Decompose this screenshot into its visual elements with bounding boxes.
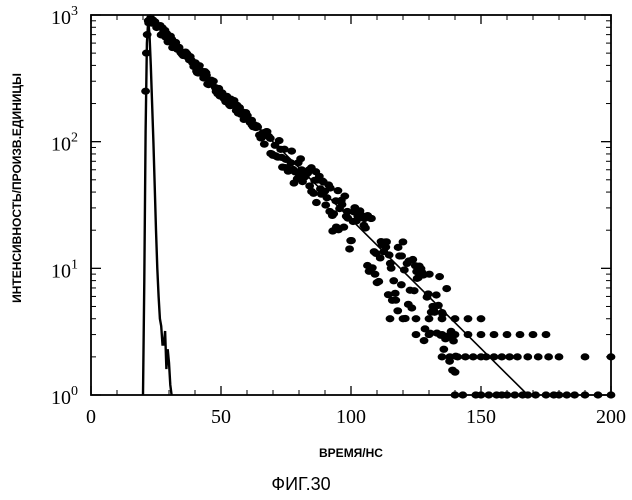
data-point	[581, 353, 590, 360]
data-points	[141, 14, 615, 398]
data-point	[287, 148, 296, 155]
figure-caption: ФИГ.30	[271, 474, 330, 494]
data-point	[296, 155, 305, 162]
data-point	[309, 190, 318, 197]
data-point	[555, 353, 564, 360]
data-point	[516, 331, 525, 338]
data-point	[397, 252, 406, 259]
data-point	[347, 237, 356, 244]
data-point	[407, 304, 416, 311]
data-point	[477, 331, 486, 338]
fit-line	[148, 18, 528, 395]
data-point	[461, 353, 470, 360]
data-point	[408, 256, 417, 263]
data-point	[399, 238, 408, 245]
x-axis-label: ВРЕМЯ/НС	[319, 446, 383, 460]
instrument-response-curve	[143, 21, 172, 395]
data-point	[399, 315, 408, 322]
data-point	[449, 337, 458, 344]
data-point	[412, 331, 421, 338]
x-tick-label: 50	[211, 406, 231, 428]
data-point	[439, 346, 448, 353]
y-tick-base: 10	[51, 260, 71, 282]
x-tick-label: 150	[466, 406, 496, 428]
y-axis-label: ИНТЕНСИВНОСТЬ/ПРОИЗВ.ЕДИНИЦЫ	[10, 73, 24, 303]
data-point	[345, 245, 354, 252]
data-point	[391, 297, 400, 304]
data-point	[464, 315, 473, 322]
data-point	[410, 287, 419, 294]
data-point	[425, 331, 434, 338]
y-tick-exponent: 1	[71, 257, 78, 272]
y-tick-exponent: 2	[71, 131, 78, 146]
y-tick-label: 101	[51, 257, 78, 282]
data-point	[334, 187, 343, 194]
data-point	[376, 254, 385, 261]
x-tick-label: 100	[336, 406, 366, 428]
data-point	[391, 290, 400, 297]
data-point	[442, 285, 451, 292]
data-point	[425, 271, 434, 278]
data-point	[438, 353, 447, 360]
y-tick-exponent: 0	[71, 384, 78, 399]
x-tick-label: 200	[596, 406, 626, 428]
data-point	[368, 264, 377, 271]
data-point	[275, 137, 284, 144]
data-point	[339, 224, 348, 231]
data-point	[438, 331, 447, 338]
data-point	[312, 199, 321, 206]
data-point	[469, 353, 478, 360]
data-point	[451, 331, 460, 338]
data-point	[453, 353, 462, 360]
y-tick-label: 100	[51, 384, 78, 409]
data-point	[382, 238, 391, 245]
data-point	[438, 315, 447, 322]
data-point	[544, 353, 553, 360]
y-tick-base: 10	[51, 387, 71, 409]
data-point	[513, 353, 522, 360]
data-point	[542, 331, 551, 338]
x-tick-label: 0	[86, 406, 96, 428]
data-point	[393, 307, 402, 314]
y-tick-labels: 100101102103	[51, 4, 78, 409]
data-point	[497, 353, 506, 360]
y-tick-base: 10	[51, 134, 71, 156]
x-tick-labels: 0 50 100 150 200	[86, 406, 626, 428]
data-point	[534, 353, 543, 360]
data-point	[523, 353, 532, 360]
data-point	[326, 184, 335, 191]
data-point	[477, 315, 486, 322]
data-point	[340, 193, 349, 200]
data-point	[451, 369, 460, 376]
data-point	[371, 271, 380, 278]
data-point	[505, 353, 514, 360]
data-point	[387, 265, 396, 272]
data-point	[321, 201, 330, 208]
data-point	[367, 215, 376, 222]
data-point	[389, 277, 398, 284]
data-point	[260, 141, 269, 148]
data-point	[435, 273, 444, 280]
y-tick-base: 10	[51, 7, 71, 29]
y-tick-label: 102	[51, 131, 78, 156]
data-point	[397, 281, 406, 288]
data-point	[425, 315, 434, 322]
data-point	[503, 331, 512, 338]
y-tick-label: 103	[51, 4, 78, 29]
data-point	[412, 315, 421, 322]
data-point	[386, 315, 395, 322]
data-point	[445, 353, 454, 360]
data-point	[490, 331, 499, 338]
data-point	[420, 337, 429, 344]
data-point	[432, 291, 441, 298]
data-point	[529, 331, 538, 338]
y-tick-exponent: 3	[71, 4, 78, 19]
data-point	[374, 278, 383, 285]
